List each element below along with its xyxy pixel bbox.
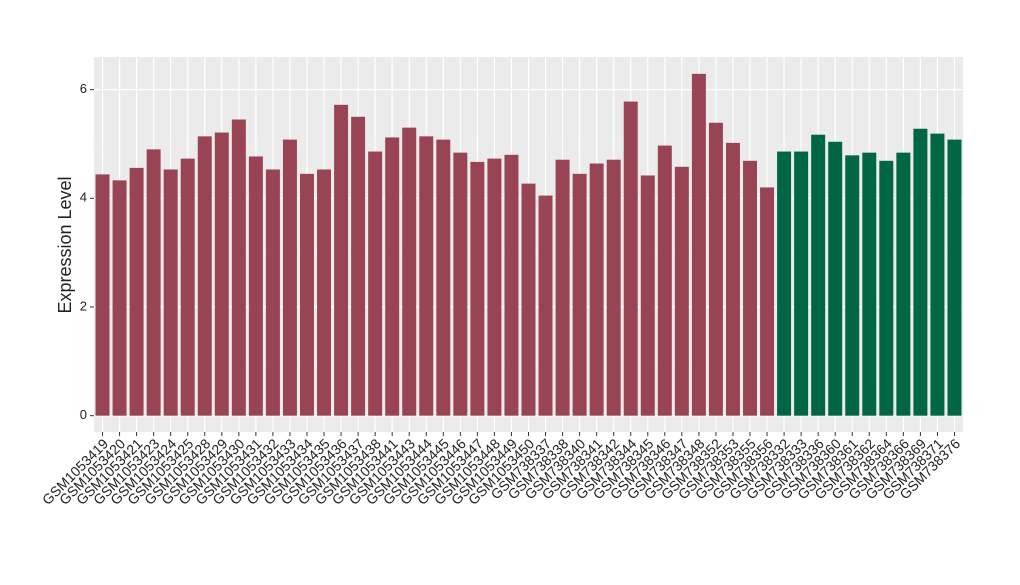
bar xyxy=(385,137,400,416)
bar xyxy=(351,116,366,416)
bar xyxy=(317,169,332,416)
bar xyxy=(163,169,178,416)
bar xyxy=(197,136,212,416)
bar xyxy=(368,151,383,416)
bar xyxy=(231,119,246,416)
y-tick-label: 0 xyxy=(80,407,87,422)
bar xyxy=(760,187,775,416)
bar xyxy=(282,139,297,416)
bar xyxy=(538,195,553,416)
y-tick-label: 4 xyxy=(80,190,87,205)
bar xyxy=(453,152,468,416)
bar xyxy=(777,151,792,416)
bar xyxy=(640,175,655,416)
bar xyxy=(606,159,621,416)
bar xyxy=(521,183,536,416)
bar xyxy=(555,159,570,416)
y-axis-label: Expression Level xyxy=(55,176,75,313)
bar xyxy=(947,139,962,416)
bar xyxy=(691,73,706,416)
y-tick-label: 2 xyxy=(80,298,87,313)
bar xyxy=(725,142,740,416)
bar xyxy=(811,134,826,416)
bar xyxy=(214,132,229,416)
bar xyxy=(708,122,723,416)
bar xyxy=(470,161,485,416)
bar xyxy=(402,127,417,416)
bar xyxy=(828,141,843,416)
bar xyxy=(504,154,519,416)
bar xyxy=(743,160,757,416)
bar xyxy=(487,158,502,416)
bar xyxy=(419,136,434,416)
bar xyxy=(248,156,263,416)
bar xyxy=(129,167,144,416)
bar xyxy=(265,169,280,416)
bar xyxy=(300,173,314,416)
bar xyxy=(95,174,110,416)
bar xyxy=(794,151,809,416)
bar xyxy=(674,166,689,416)
bar xyxy=(112,180,127,416)
bar xyxy=(896,152,911,416)
bar xyxy=(913,128,928,416)
bar xyxy=(334,104,349,416)
bar xyxy=(862,152,877,416)
bar xyxy=(879,160,894,416)
bar xyxy=(930,133,945,416)
bar xyxy=(589,163,604,416)
bar xyxy=(845,155,860,416)
bar xyxy=(623,101,638,416)
bar xyxy=(436,139,451,416)
bar xyxy=(657,145,672,416)
y-tick-label: 6 xyxy=(80,81,87,96)
bar xyxy=(146,149,161,416)
bar xyxy=(572,173,587,416)
bar xyxy=(180,158,195,416)
